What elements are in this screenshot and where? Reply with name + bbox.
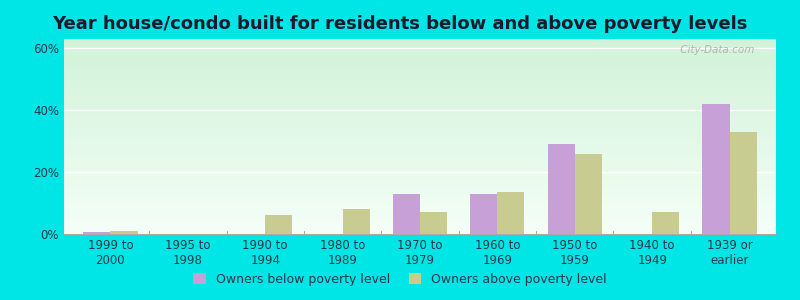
Bar — [702, 104, 730, 234]
Bar — [470, 194, 498, 234]
Bar — [342, 209, 370, 234]
Bar — [393, 194, 420, 234]
Bar — [652, 212, 679, 234]
Bar — [266, 215, 292, 234]
Bar — [420, 212, 447, 234]
Bar — [730, 132, 757, 234]
Text: City-Data.com: City-Data.com — [678, 45, 754, 55]
Bar — [83, 232, 110, 234]
Bar — [574, 154, 602, 234]
Bar — [110, 231, 138, 234]
Bar — [498, 192, 525, 234]
Bar — [548, 144, 574, 234]
Text: Year house/condo built for residents below and above poverty levels: Year house/condo built for residents bel… — [52, 15, 748, 33]
Legend: Owners below poverty level, Owners above poverty level: Owners below poverty level, Owners above… — [188, 268, 612, 291]
